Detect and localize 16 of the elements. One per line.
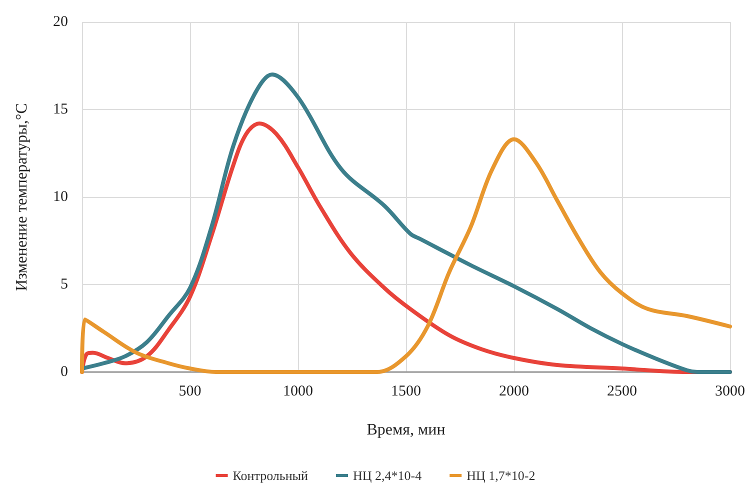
x-tick-label: 3000 xyxy=(715,384,745,400)
x-tick-label: 500 xyxy=(178,384,202,400)
legend-label: НЦ 2,4*10-4 xyxy=(353,468,422,483)
x-tick-label: 2000 xyxy=(499,384,529,400)
x-tick-label: 1000 xyxy=(283,384,313,400)
y-axis-title: Изменение температуры,°C xyxy=(14,103,30,291)
legend-label: НЦ 1,7*10-2 xyxy=(466,468,536,483)
x-axis-title: Время, мин xyxy=(366,422,446,438)
x-tick-label: 1500 xyxy=(391,384,421,400)
y-tick-label: 15 xyxy=(53,102,68,118)
x-tick-label: 2500 xyxy=(607,384,637,400)
legend-label: Контрольный xyxy=(232,468,308,483)
y-tick-label: 20 xyxy=(53,14,68,30)
y-tick-label: 10 xyxy=(53,189,68,205)
y-tick-label: 0 xyxy=(60,364,68,380)
y-tick-label: 5 xyxy=(60,276,68,292)
